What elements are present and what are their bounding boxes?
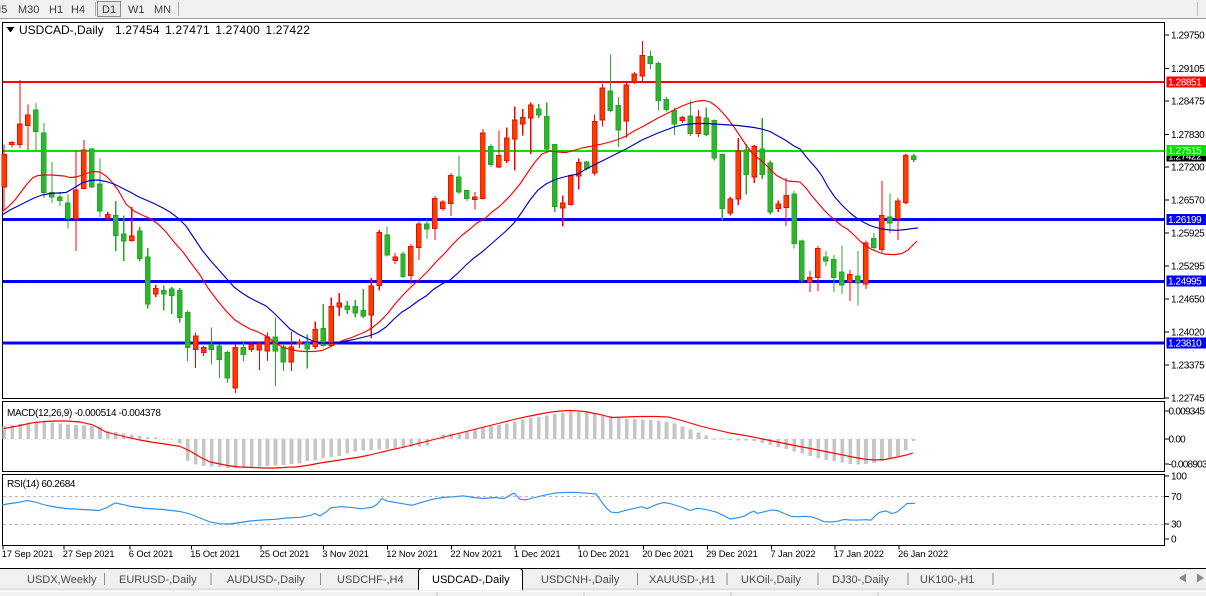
svg-text:XAUUSD-,H1: XAUUSD-,H1 <box>649 574 716 586</box>
svg-text:27 Sep 2021: 27 Sep 2021 <box>63 549 115 559</box>
svg-text:6 Oct 2021: 6 Oct 2021 <box>129 549 173 559</box>
svg-text:DJ30-,Daily: DJ30-,Daily <box>832 574 889 586</box>
svg-text:0.00: 0.00 <box>1169 435 1187 446</box>
svg-text:-0.008903: -0.008903 <box>1169 459 1206 470</box>
svg-text:M5: M5 <box>0 4 7 16</box>
svg-text:USDCAD-,Daily: USDCAD-,Daily <box>19 23 104 37</box>
svg-text:1.29105: 1.29105 <box>1171 64 1205 75</box>
svg-text:1.25295: 1.25295 <box>1171 261 1205 272</box>
svg-text:26 Jan 2022: 26 Jan 2022 <box>898 549 948 559</box>
svg-text:USDCNH-,Daily: USDCNH-,Daily <box>541 574 620 586</box>
svg-text:1.22745: 1.22745 <box>1171 393 1205 404</box>
svg-text:10 Dec 2021: 10 Dec 2021 <box>578 549 630 559</box>
svg-text:1.26199: 1.26199 <box>1168 215 1202 226</box>
svg-text:H1: H1 <box>49 4 63 16</box>
svg-text:1.24650: 1.24650 <box>1171 295 1205 306</box>
svg-text:RSI(14) 60.2684: RSI(14) 60.2684 <box>7 479 76 490</box>
svg-text:UKOil-,Daily: UKOil-,Daily <box>741 574 801 586</box>
svg-text:1.27515: 1.27515 <box>1168 146 1202 157</box>
svg-text:1.28851: 1.28851 <box>1168 77 1202 88</box>
svg-text:1.29750: 1.29750 <box>1171 31 1205 42</box>
svg-text:W1: W1 <box>128 4 145 16</box>
svg-text:1.23810: 1.23810 <box>1168 339 1202 350</box>
svg-text:17 Jan 2022: 17 Jan 2022 <box>834 549 884 559</box>
svg-text:3 Nov 2021: 3 Nov 2021 <box>322 549 369 559</box>
svg-text:7 Jan 2022: 7 Jan 2022 <box>771 549 816 559</box>
svg-text:70: 70 <box>1171 492 1182 503</box>
svg-text:1.28475: 1.28475 <box>1171 97 1205 108</box>
svg-text:1 Dec 2021: 1 Dec 2021 <box>514 549 561 559</box>
svg-text:1.24020: 1.24020 <box>1171 327 1205 338</box>
svg-text:30: 30 <box>1171 519 1182 530</box>
svg-text:MN: MN <box>154 4 171 16</box>
svg-text:1.26570: 1.26570 <box>1171 195 1205 206</box>
svg-text:1.25925: 1.25925 <box>1171 229 1205 240</box>
svg-text:EURUSD-,Daily: EURUSD-,Daily <box>119 574 197 586</box>
svg-text:UK100-,H1: UK100-,H1 <box>920 574 974 586</box>
svg-text:USDCHF-,H4: USDCHF-,H4 <box>337 574 404 586</box>
svg-text:0: 0 <box>1171 534 1177 545</box>
svg-text:AUDUSD-,Daily: AUDUSD-,Daily <box>227 574 305 586</box>
svg-text:MACD(12,26,9) -0.000514 -0.004: MACD(12,26,9) -0.000514 -0.004378 <box>7 408 161 419</box>
svg-text:17 Sep 2021: 17 Sep 2021 <box>2 549 54 559</box>
svg-text:M30: M30 <box>18 4 39 16</box>
svg-text:29 Dec 2021: 29 Dec 2021 <box>706 549 758 559</box>
svg-text:1.27454 1.27471 1.27400 1.2742: 1.27454 1.27471 1.27400 1.27422 <box>115 23 310 37</box>
svg-text:0.009345: 0.009345 <box>1169 406 1206 417</box>
svg-text:100: 100 <box>1171 472 1187 483</box>
svg-text:USDX,Weekly: USDX,Weekly <box>27 574 97 586</box>
svg-text:D1: D1 <box>102 4 116 16</box>
svg-text:1.27422: 1.27422 <box>1168 151 1202 162</box>
svg-text:12 Nov 2021: 12 Nov 2021 <box>386 549 438 559</box>
svg-text:H4: H4 <box>71 4 85 16</box>
svg-text:22 Nov 2021: 22 Nov 2021 <box>450 549 502 559</box>
svg-text:1.27200: 1.27200 <box>1171 163 1205 174</box>
svg-text:25 Oct 2021: 25 Oct 2021 <box>260 549 310 559</box>
svg-text:20 Dec 2021: 20 Dec 2021 <box>642 549 694 559</box>
svg-text:15 Oct 2021: 15 Oct 2021 <box>190 549 240 559</box>
svg-text:1.23375: 1.23375 <box>1171 361 1205 372</box>
svg-text:USDCAD-,Daily: USDCAD-,Daily <box>432 574 510 586</box>
svg-text:1.27830: 1.27830 <box>1171 130 1205 141</box>
svg-text:1.24995: 1.24995 <box>1168 277 1202 288</box>
